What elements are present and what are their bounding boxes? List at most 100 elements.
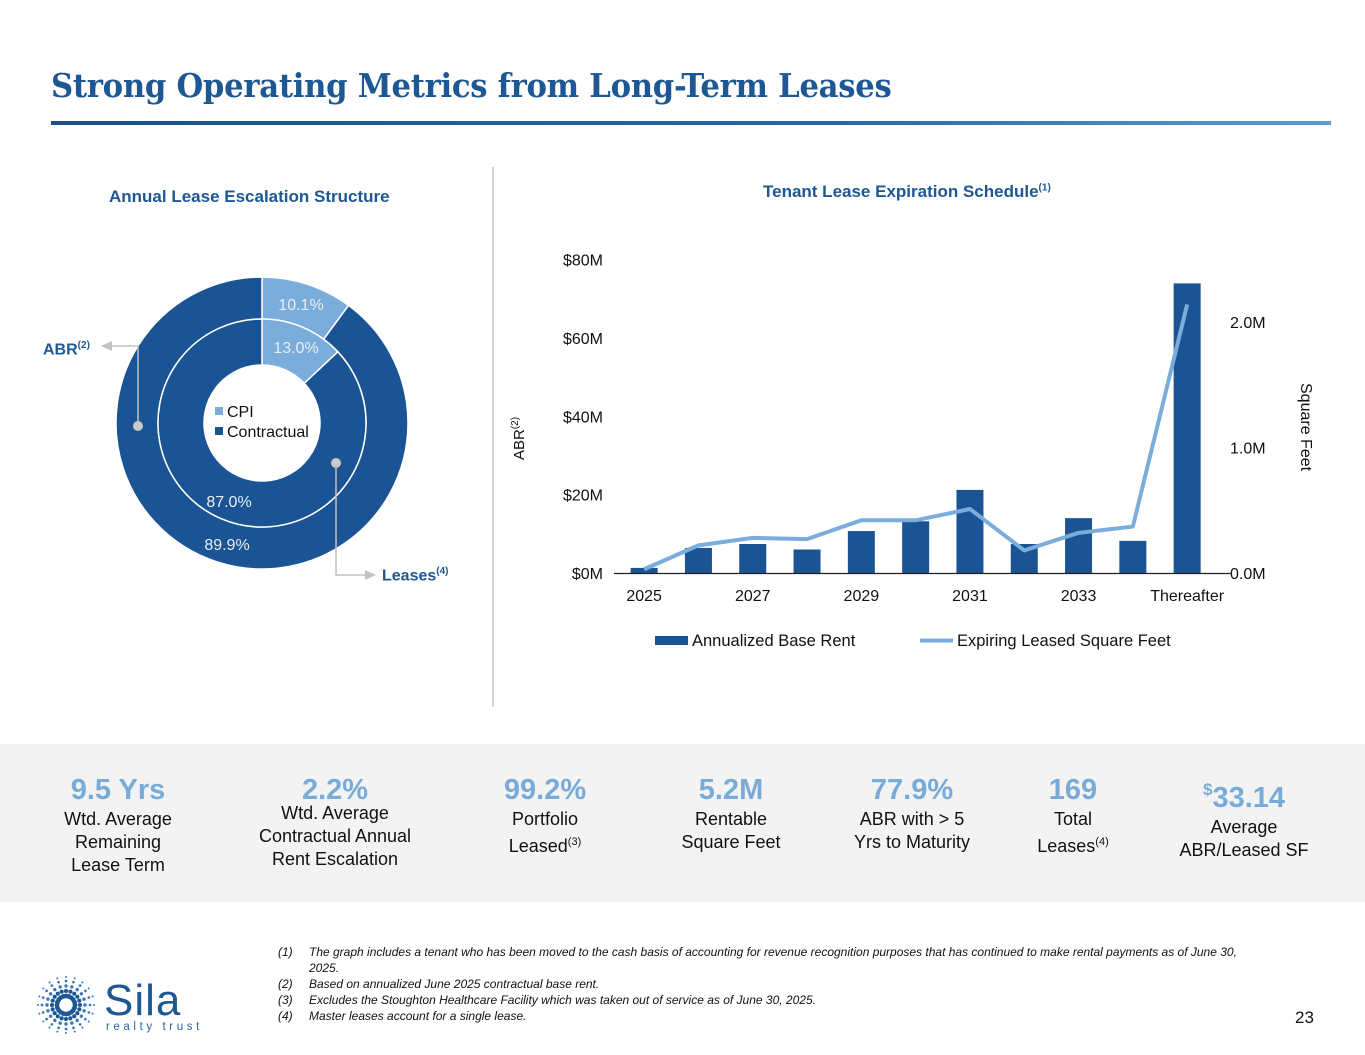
logo-dot bbox=[68, 989, 73, 994]
logo-dot bbox=[75, 1018, 79, 1023]
footnote-text: Excludes the Stoughton Healthcare Facili… bbox=[309, 993, 816, 1007]
footnotes: (1) The graph includes a tenant who has b… bbox=[278, 944, 1268, 1024]
donut-label-leases-contractual: 87.0% bbox=[206, 494, 251, 511]
lease-expiration-chart: $0M $20M $40M $60M $80M 0.0M 1.0M 2.0M 2025 202… bbox=[510, 253, 1314, 651]
logo-dot bbox=[87, 1020, 90, 1023]
y-left-tick-label: $20M bbox=[563, 488, 603, 505]
logo-dot bbox=[72, 980, 75, 984]
abr-callout-text: ABR bbox=[43, 341, 78, 359]
kpi-item: 99.2% Portfolio Leased(3) bbox=[504, 772, 586, 858]
logo-dot bbox=[56, 1030, 59, 1033]
kpi-value: 169 bbox=[1048, 774, 1098, 806]
logo-dot bbox=[81, 1026, 84, 1029]
logo-dot bbox=[65, 976, 67, 978]
logo-dot bbox=[64, 979, 68, 983]
logo-dot bbox=[50, 1023, 54, 1026]
logo-dot bbox=[58, 985, 62, 989]
logo-wordmark: Sila bbox=[104, 976, 181, 1025]
logo-dot bbox=[77, 1002, 83, 1008]
logo-dot bbox=[75, 994, 80, 999]
footnote-text: The graph includes a tenant who has been… bbox=[309, 945, 1237, 975]
footnote-item: (1) The graph includes a tenant who has b… bbox=[278, 944, 1268, 976]
logo-dot bbox=[73, 977, 76, 980]
logo-dot bbox=[45, 1017, 48, 1021]
logo-dot bbox=[48, 992, 53, 996]
logo-dot bbox=[93, 1004, 95, 1006]
logo-dot bbox=[78, 984, 82, 987]
logo-dot bbox=[45, 1003, 49, 1007]
legend-swatch-cpi bbox=[215, 407, 223, 415]
abr-bar-2033 bbox=[1065, 518, 1093, 573]
bar-chart-title-text: Tenant Lease Expiration Schedule bbox=[763, 182, 1039, 201]
kpi-value: 5.2M bbox=[698, 774, 764, 806]
y-left-tick-label: $80M bbox=[563, 253, 603, 270]
kpi-item: 169 Total Leases(4) bbox=[1037, 772, 1109, 858]
x-tick-label: 2025 bbox=[626, 588, 662, 605]
abr-callout-label: ABR(2) bbox=[43, 340, 90, 359]
kpi-value: 77.9% bbox=[870, 774, 954, 806]
donut-slice-leases-contractual bbox=[157, 318, 367, 528]
legend-label-contractual: Contractual bbox=[227, 424, 309, 441]
page-title: Strong Operating Metrics from Long-Term … bbox=[51, 66, 892, 105]
y-left-tick-label: $60M bbox=[563, 331, 603, 348]
abr-bar-2025 bbox=[630, 567, 658, 573]
y-left-axis-label-note: (2) bbox=[510, 417, 521, 429]
kpi-label: Wtd. Average Contractual Annual Rent Escal… bbox=[258, 803, 412, 869]
abr-callout-note: (2) bbox=[77, 340, 90, 351]
footnote-text: Based on annualized June 2025 contractua… bbox=[309, 977, 600, 991]
logo-dot bbox=[41, 996, 45, 999]
abr-callout-line bbox=[110, 345, 139, 426]
logo-dot bbox=[53, 1018, 57, 1023]
x-tick-label: 2033 bbox=[1061, 588, 1097, 605]
logo-tagline: realty trust bbox=[106, 1021, 203, 1033]
logo-dot bbox=[45, 989, 48, 993]
logo-dot bbox=[82, 1009, 86, 1013]
logo-dot bbox=[65, 1032, 67, 1034]
footnote-number: (1) bbox=[278, 945, 293, 959]
logo-dot bbox=[42, 1020, 45, 1023]
logo-dot bbox=[57, 1026, 60, 1030]
escalation-donut-chart: 10.1% 89.9% 13.0% 87.0% CPI Contractual bbox=[101, 276, 409, 580]
kpi-label: Rentable Square Feet bbox=[681, 809, 781, 852]
abr-bar-2031 bbox=[956, 489, 984, 573]
logo-dot bbox=[70, 1021, 74, 1025]
kpi-value: 9.5 Yrs bbox=[70, 774, 166, 806]
footnote-number: (2) bbox=[278, 977, 293, 991]
kpi-label: Total Leases(4) bbox=[1037, 809, 1109, 856]
logo-dot bbox=[48, 1014, 53, 1018]
abr-callout-dot bbox=[133, 421, 143, 431]
kpi-item: 5.2M Rentable Square Feet bbox=[681, 772, 780, 854]
y-left-axis-label-text: ABR bbox=[511, 429, 528, 460]
logo-dot bbox=[82, 997, 86, 1001]
logo-dot bbox=[75, 987, 79, 992]
y-right-tick-label: 2.0M bbox=[1230, 315, 1266, 332]
logo-dot bbox=[57, 980, 60, 984]
y-right-tick-label: 1.0M bbox=[1230, 441, 1266, 458]
logo-dot bbox=[38, 1012, 41, 1015]
abr-bar-2028 bbox=[793, 549, 821, 573]
logo-dot bbox=[55, 1014, 60, 1019]
title-underline bbox=[51, 121, 1331, 125]
bar-chart-title-note: (1) bbox=[1038, 182, 1051, 194]
y-left-axis-label: ABR(2) bbox=[510, 417, 528, 460]
logo-dot bbox=[46, 1009, 50, 1013]
logo-dot bbox=[59, 1016, 64, 1021]
legend-label-abr: Annualized Base Rent bbox=[692, 632, 856, 650]
logo-dot bbox=[91, 1012, 94, 1015]
y-left-tick-label: $0M bbox=[572, 566, 603, 583]
logo-dot bbox=[48, 981, 51, 984]
logo-dot bbox=[50, 998, 55, 1003]
logo-dot bbox=[77, 1007, 82, 1012]
logo-dot bbox=[63, 1016, 69, 1022]
donut-label-leases-cpi: 13.0% bbox=[273, 340, 318, 357]
abr-bar-2030 bbox=[902, 521, 930, 573]
kpi-item: $33.14 Average ABR/Leased SF bbox=[1179, 772, 1308, 862]
leases-callout-text: Leases bbox=[382, 567, 437, 585]
logo-dot bbox=[78, 1023, 82, 1026]
x-tick-label: Thereafter bbox=[1150, 588, 1224, 605]
logo-dot bbox=[72, 1026, 75, 1030]
footnote-item: (2) Based on annualized June 2025 contrac… bbox=[278, 976, 1268, 992]
legend-label-cpi: CPI bbox=[227, 404, 254, 421]
logo-dot bbox=[48, 1026, 51, 1029]
logo-dot bbox=[91, 995, 94, 998]
